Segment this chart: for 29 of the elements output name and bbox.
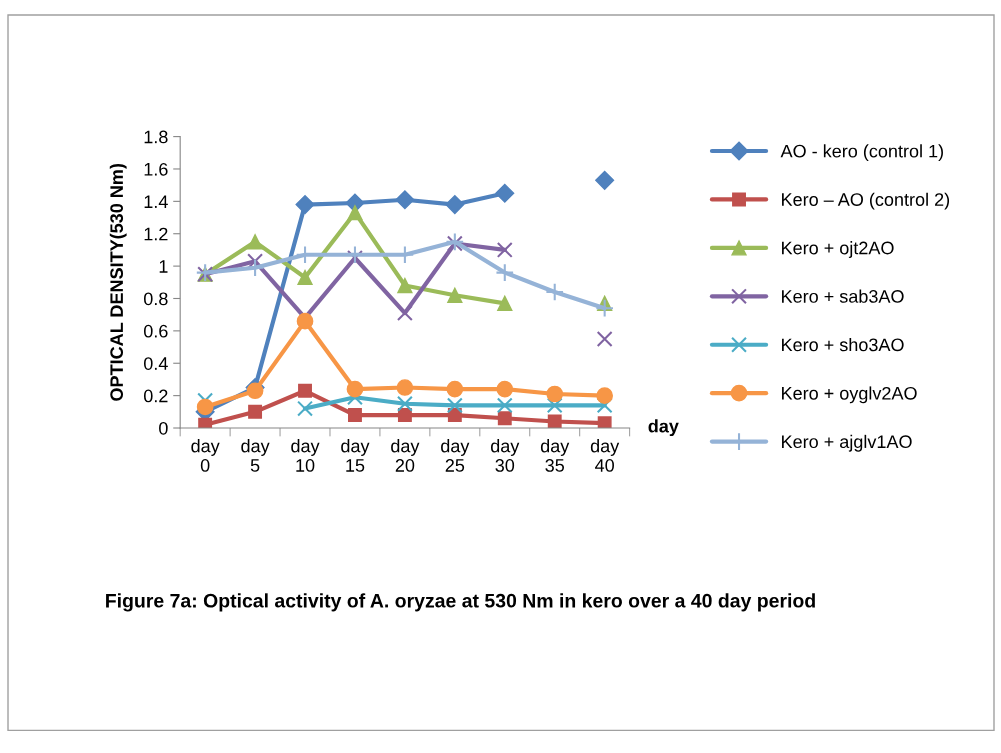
x-tick-label: day 5 [241, 439, 270, 472]
y-tick-label: 0.6 [143, 324, 168, 338]
y-tick-label: 1.8 [144, 130, 168, 144]
legend-label: Kero – AO (control 2) [782, 192, 950, 210]
legend-label: Kero + ojt2AO [782, 241, 894, 258]
y-tick-label: 0.4 [143, 357, 168, 370]
y-tick-label: 1.4 [144, 195, 168, 208]
y-tick-label: 0.8 [143, 292, 168, 306]
y-tick-label: 0 [159, 421, 168, 435]
x-tick-label: day 15 [341, 439, 370, 472]
x-tick-label: day 35 [540, 439, 570, 472]
text: Figure 7a: Optical activity of A. oryzae at 530 Nm in kero over a 40 day period [106, 593, 815, 612]
y-tick-label: 1.6 [144, 162, 168, 176]
legend-label: Kero + sab3AO [782, 289, 904, 303]
x-tick-label: day 10 [291, 439, 320, 472]
x-tick-label: day 0 [191, 439, 220, 472]
legend-label: Kero + sho3AO [782, 337, 904, 352]
x-tick-label: day 40 [590, 439, 620, 472]
y-axis-title: OPTICAL DENSITY(530 Nm) [109, 163, 127, 401]
legend-label: Kero + oyglv2AO [782, 386, 917, 404]
legend-label: Kero + ajglv1AO [782, 434, 912, 452]
y-tick-label: 1.2 [144, 227, 168, 241]
legend-label: AO - kero (control 1) [780, 144, 943, 162]
x-tick-label: day 25 [441, 439, 470, 472]
y-tick-label: 0.2 [143, 389, 168, 403]
y-tick-label: 1 [159, 260, 168, 273]
x-axis-title: day [648, 419, 679, 437]
x-tick-label: day 20 [391, 439, 420, 472]
x-tick-label: day 30 [490, 439, 520, 472]
